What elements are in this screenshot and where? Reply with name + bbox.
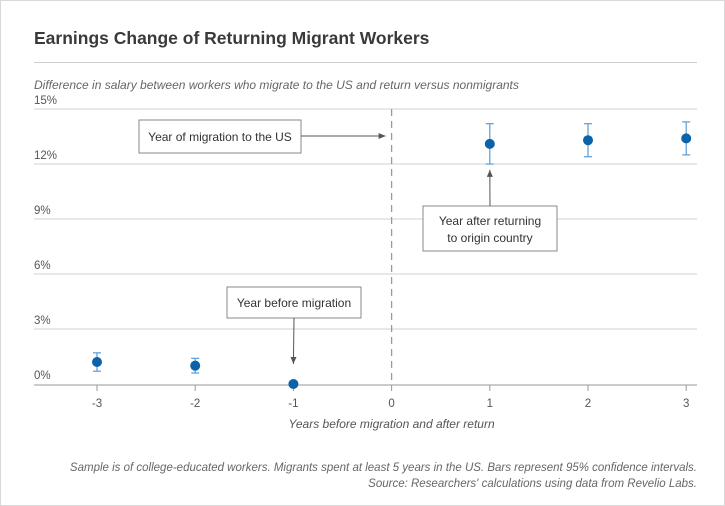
x-tick-label: -3: [92, 398, 102, 410]
x-tick-label: 1: [487, 398, 493, 410]
data-point: [681, 133, 692, 144]
annotation-box-year-before: [226, 286, 362, 319]
annotation-box-year-after: [422, 205, 558, 252]
data-point: [484, 138, 495, 149]
data-point: [190, 360, 201, 371]
x-tick-label: -1: [288, 398, 298, 410]
y-tick-label: 15%: [34, 95, 57, 107]
annotation-text-year-after-line2: to origin country: [447, 231, 532, 245]
chart-title: Earnings Change of Returning Migrant Wor…: [34, 28, 430, 48]
annotation-text-year-before: Year before migration: [237, 296, 351, 310]
x-tick-label: 2: [585, 398, 591, 410]
data-point: [92, 357, 102, 368]
y-tick-label: 9%: [34, 205, 51, 217]
y-tick-label: 6%: [34, 260, 51, 272]
x-tick-label: 3: [683, 398, 689, 410]
title-divider: [34, 62, 697, 63]
chart-subtitle: Difference in salary between workers who…: [34, 78, 519, 92]
y-tick-label: 3%: [34, 315, 51, 327]
data-point: [583, 135, 593, 146]
annotation-box-migration-year: [138, 119, 302, 154]
x-tick-label: 0: [388, 398, 394, 410]
x-axis-title: Years before migration and after return: [289, 417, 495, 431]
data-point: [288, 379, 299, 389]
y-tick-label: 0%: [34, 370, 51, 382]
annotation-text-year-after-line1: Year after returning: [439, 214, 541, 228]
footnote-sample: Sample is of college-educated workers. M…: [69, 462, 697, 474]
annotation-arrow-year-before: [290, 317, 297, 365]
footnote-source: Source: Researchers' calculations using …: [368, 478, 697, 490]
annotation-text-migration-year: Year of migration to the US: [148, 130, 292, 144]
y-tick-label: 12%: [34, 150, 57, 162]
x-tick-label: -2: [190, 398, 200, 410]
